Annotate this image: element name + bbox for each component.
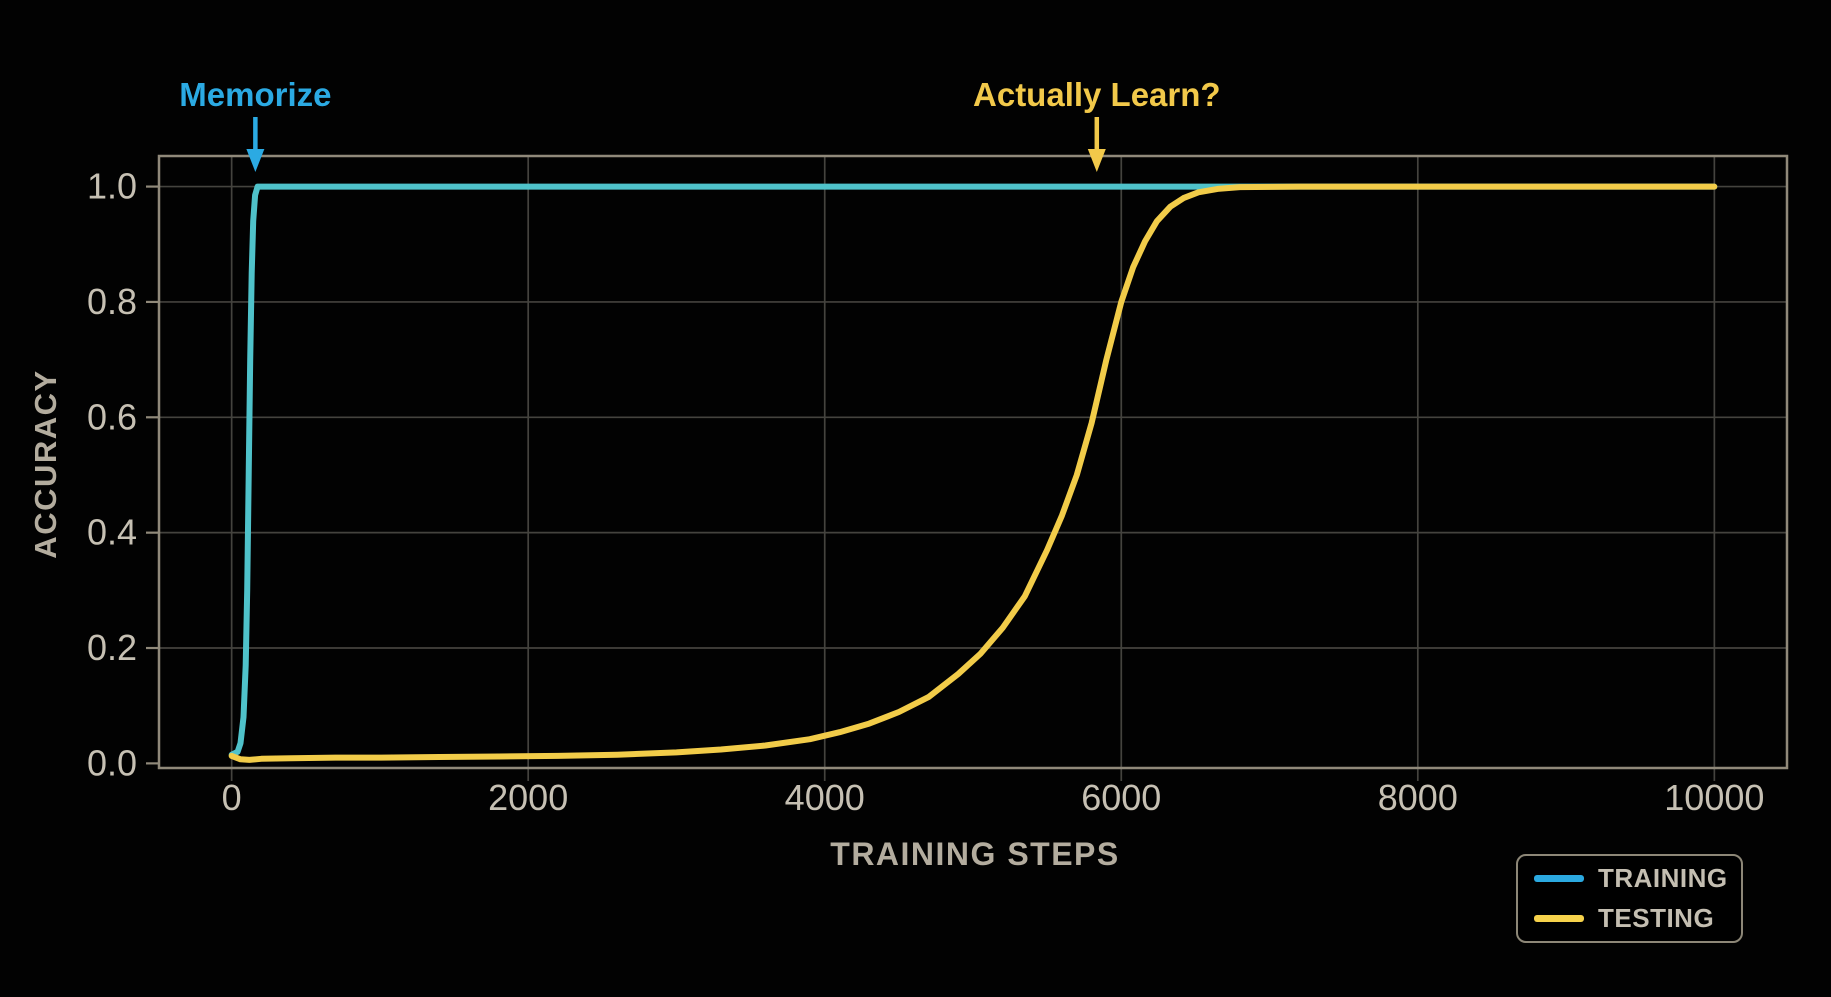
legend: TRAINING TESTING [1516,854,1743,943]
legend-swatch-training-line [1534,875,1584,882]
legend-swatch-testing-line [1534,915,1584,922]
x-tick-label: 10000 [1664,777,1764,818]
plot-border [157,154,1789,770]
series-line-testing [228,183,1718,763]
y-axis-title: ACCURACY [28,369,63,559]
legend-label-testing: TESTING [1598,903,1715,933]
annotation-memorize: Memorize [179,76,332,113]
y-tick-label: 1.0 [87,166,137,207]
series-line-training [228,183,1718,758]
x-axis-title: TRAINING STEPS [830,836,1120,872]
legend-label-training: TRAINING [1598,863,1728,893]
x-tick-label: 0 [222,777,242,818]
legend-item-testing: TESTING [1534,903,1741,934]
y-tick-label: 0.4 [87,512,137,553]
y-tick-label: 0.0 [87,742,137,783]
x-tick-label: 4000 [785,777,865,818]
y-tick-label: 0.8 [87,281,137,322]
x-tick-label: 2000 [488,777,568,818]
x-tick-label: 8000 [1378,777,1458,818]
annotation-arrow-head [246,149,265,172]
y-tick-label: 0.2 [87,627,137,668]
y-tick-label: 0.6 [87,396,137,437]
annotation-arrow-head [1087,149,1106,172]
x-tick-label: 6000 [1081,777,1161,818]
legend-item-training: TRAINING [1534,863,1741,894]
annotation-actually-learn: Actually Learn? [973,76,1221,113]
